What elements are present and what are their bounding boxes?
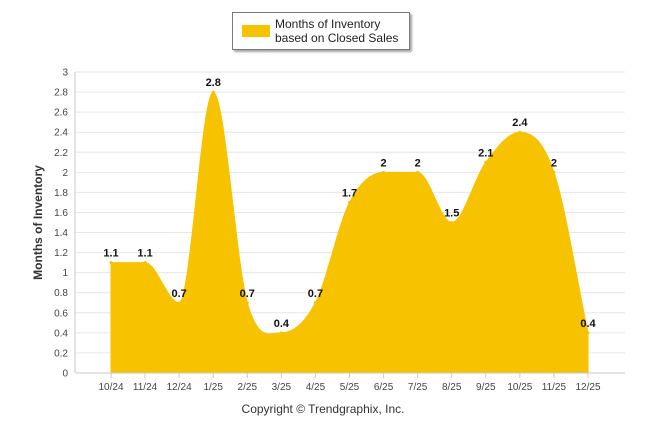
copyright-text: Copyright © Trendgraphix, Inc. (241, 402, 405, 416)
data-label: 0.7 (240, 288, 255, 300)
y-tick-label: 1.8 (54, 188, 68, 199)
data-point[interactable] (245, 301, 249, 305)
x-tick-label: 12/25 (575, 382, 600, 393)
y-tick-label: 1.4 (54, 228, 68, 239)
data-label: 1.7 (342, 187, 357, 199)
data-point[interactable] (450, 221, 454, 224)
data-point[interactable] (382, 170, 386, 174)
y-tick-label: 1 (62, 268, 68, 279)
data-label: 0.7 (308, 288, 323, 300)
data-label: 0.4 (274, 318, 290, 330)
data-point[interactable] (211, 90, 215, 94)
data-point[interactable] (552, 170, 556, 174)
data-point[interactable] (518, 130, 522, 134)
y-tick-label: 3 (62, 68, 68, 79)
legend[interactable]: Months of Inventory based on Closed Sale… (232, 12, 410, 50)
x-tick-label: 10/24 (98, 382, 123, 393)
data-point[interactable] (484, 160, 488, 164)
data-label: 0.7 (171, 288, 186, 300)
y-tick-label: 0.6 (54, 308, 68, 319)
data-label: 1.1 (137, 248, 152, 260)
y-tick-label: 2.2 (54, 148, 68, 159)
y-tick-label: 0.4 (54, 328, 68, 339)
data-point[interactable] (313, 301, 317, 305)
y-tick-label: 1.2 (54, 248, 68, 259)
data-point[interactable] (109, 261, 113, 265)
data-label: 2 (551, 157, 557, 169)
data-label: 1.1 (103, 248, 118, 260)
data-point[interactable] (177, 301, 181, 305)
axis-layer: 0 0.2 0.4 0.6 0.8 1 1.2 1.4 1.6 1.8 2 2.2 2.4 2.6 2.8 3… (31, 68, 625, 393)
x-tick-label: 3/25 (272, 382, 292, 393)
data-label: 2.8 (206, 77, 221, 89)
data-point[interactable] (586, 331, 590, 335)
y-tick-label: 0 (62, 369, 68, 380)
x-tick-label: 10/25 (507, 382, 532, 393)
y-tick-label: 1.6 (54, 208, 68, 219)
y-tick-label: 2.8 (54, 88, 68, 99)
data-label: 2 (415, 157, 421, 169)
x-tick-label: 2/25 (238, 382, 258, 393)
y-tick-label: 2.6 (54, 108, 68, 119)
x-tick-label: 7/25 (408, 382, 428, 393)
x-tick-label: 6/25 (374, 382, 394, 393)
x-tick-label: 4/25 (306, 382, 326, 393)
data-point[interactable] (416, 170, 420, 174)
data-label: 2.1 (478, 147, 493, 159)
data-label: 2 (381, 157, 387, 169)
y-tick-label: 2.4 (54, 128, 68, 139)
legend-swatch (242, 25, 270, 37)
x-tick-label: 8/25 (442, 382, 462, 393)
data-point[interactable] (279, 331, 283, 335)
x-tick-label: 1/25 (203, 382, 223, 393)
data-label: 1.5 (444, 208, 459, 220)
data-label: 2.4 (512, 117, 528, 129)
data-label: 0.4 (580, 318, 596, 330)
label-layer: 1.1 1.1 0.7 2.8 0.7 0.4 0.7 1.7 2 2 1.5 2.1 2.4 2 0.4 (103, 77, 597, 335)
x-tick-label: 11/24 (133, 382, 158, 393)
x-tick-label: 11/25 (542, 382, 567, 393)
y-tick-label: 0.8 (54, 288, 68, 299)
x-tick-label: 12/24 (167, 382, 192, 393)
x-tick-label: 5/25 (340, 382, 360, 393)
data-point[interactable] (348, 200, 351, 204)
y-axis-title: Months of Inventory (31, 165, 45, 280)
legend-label: Months of Inventory based on Closed Sale… (275, 17, 399, 45)
y-tick-label: 0.2 (54, 348, 68, 359)
y-tick-label: 2 (62, 168, 68, 179)
x-tick-label: 9/25 (476, 382, 496, 393)
data-point[interactable] (143, 261, 147, 265)
